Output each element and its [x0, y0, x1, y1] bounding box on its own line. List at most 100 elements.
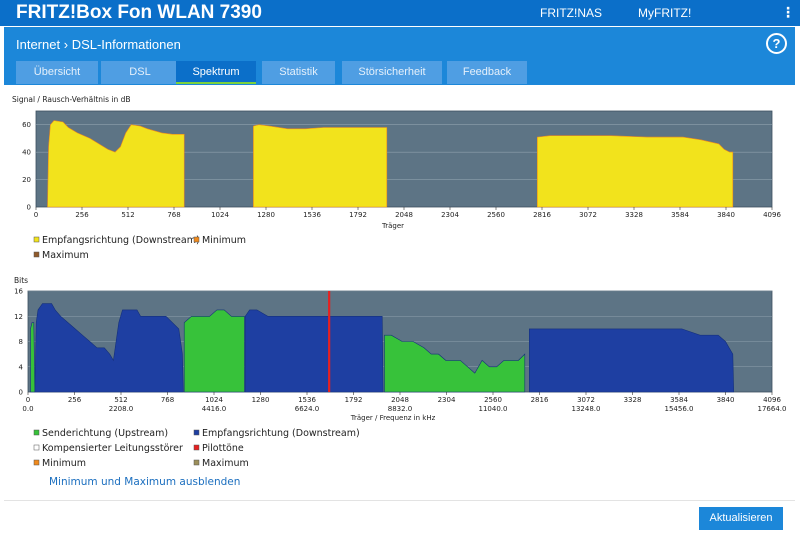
chart-0-x-tick-label: 3584: [671, 211, 689, 219]
chart-1-x-tick-label: 1280: [252, 396, 270, 404]
legend-0-swatch: [33, 251, 40, 258]
chart-0-x-tick-label: 1536: [303, 211, 321, 219]
legend-1-swatch: [33, 459, 40, 466]
chart-1-x-tick-label: 768: [161, 396, 174, 404]
chart-1-x-tick-label: 512: [114, 396, 127, 404]
chart-1-frequency-label: 13248.0: [572, 405, 601, 413]
chart-1-x-tick-label: 3584: [670, 396, 688, 404]
legend-1-swatch: [33, 429, 40, 436]
legend-1-swatch: [193, 459, 200, 466]
breadcrumb: Internet › DSL-Informationen: [16, 37, 181, 52]
tab-spektrum[interactable]: Spektrum: [176, 61, 256, 84]
chart-1-x-tick-label: 1536: [298, 396, 316, 404]
chart-1-frequency-label: 15456.0: [665, 405, 694, 413]
chart-0-x-tick-label: 3840: [717, 211, 735, 219]
chart-1-frequency-label: 11040.0: [479, 405, 508, 413]
chart-1-y-tick-label: 0: [19, 389, 23, 397]
chart-0-y-tick-label: 60: [22, 121, 31, 129]
chart-1-x-tick-label: 0: [26, 396, 30, 404]
legend-0-swatch: [193, 236, 200, 243]
snr-chart: 0 20 40 60 0 256 512 768 1024 1280 1536 1792 2048 230…: [22, 110, 781, 219]
chart-0-x-tick-label: 1792: [349, 211, 367, 219]
bits-chart: 0 4 8 12 16 0 256 512 768 1024 1280 1536 1792 2048 230…: [14, 288, 786, 414]
chart-1-y-tick-label: 8: [19, 338, 23, 346]
chart-0-series-0-area: [253, 124, 388, 208]
legend-1-label: Pilottöne: [202, 443, 244, 454]
legend-0-label: Empfangsrichtung (Downstream): [42, 235, 200, 246]
chart-1-series-0-area: [183, 309, 245, 393]
chart-0-x-tick-label: 256: [75, 211, 89, 219]
chart-1-series-1-area: [528, 328, 735, 393]
chart-0-x-tick-label: 1280: [257, 211, 275, 219]
chart-0-x-tick-label: 4096: [763, 211, 781, 219]
legend-1-swatch: [193, 444, 200, 451]
chart-1-y-tick-label: 16: [14, 288, 23, 296]
chart-1-y-tick-label: 12: [14, 313, 23, 321]
refresh-button[interactable]: Aktualisieren: [699, 507, 783, 530]
chart-1-frequency-label: 8832.0: [388, 405, 413, 413]
chart-0-x-tick-label: 2560: [487, 211, 505, 219]
chart-1-x-tick-label: 2816: [531, 396, 549, 404]
help-icon[interactable]: ?: [766, 33, 787, 54]
bits-legend: Senderichtung (Upstream) Empfangsrichtung…: [33, 428, 360, 469]
chart-1-frequency-label: 6624.0: [295, 405, 320, 413]
chart-0-x-tick-label: 3072: [579, 211, 597, 219]
chart-0-x-tick-label: 0: [34, 211, 38, 219]
snr-legend: Empfangsrichtung (Downstream) Minimum Maxi…: [33, 235, 246, 261]
myfritz-link[interactable]: MyFRITZ!: [638, 6, 692, 20]
chevron-right-icon: ›: [63, 37, 69, 52]
bits-x-axis-label: Träger / Frequenz in kHz: [350, 414, 436, 422]
tab-feedback[interactable]: Feedback: [447, 61, 527, 84]
chart-0-y-tick-label: 40: [22, 149, 31, 157]
chart-1-series-0-area: [30, 322, 36, 393]
chart-0-x-tick-label: 768: [167, 211, 180, 219]
chart-1-x-tick-label: 3328: [624, 396, 642, 404]
chart-1-series-1-area: [34, 303, 184, 393]
legend-1-label: Kompensierter Leitungsstörer: [42, 443, 183, 454]
legend-0-swatch: [33, 236, 40, 243]
tab-stoersicherheit[interactable]: Störsicherheit: [342, 61, 442, 84]
chart-1-x-tick-label: 3072: [577, 396, 595, 404]
chart-1-x-tick-label: 256: [68, 396, 82, 404]
chart-0-series-0-area: [536, 135, 734, 208]
chart-0-x-tick-label: 1024: [211, 211, 229, 219]
chart-0-y-tick-label: 0: [27, 204, 31, 212]
chart-0-x-tick-label: 3328: [625, 211, 643, 219]
legend-1-swatch: [193, 429, 200, 436]
legend-1-label: Minimum: [42, 458, 86, 469]
chart-1-series-1-area: [244, 309, 384, 393]
tab-uebersicht[interactable]: Übersicht: [16, 61, 98, 84]
spectrum-charts: Signal / Rausch-Verhältnis in dB 0204060…: [12, 95, 786, 488]
snr-x-axis-label: Träger: [381, 222, 404, 230]
tab-dsl[interactable]: DSL: [101, 61, 179, 84]
breadcrumb-section[interactable]: Internet: [16, 37, 61, 52]
chart-0-x-tick-label: 2816: [533, 211, 551, 219]
chart-1-x-tick-label: 2048: [391, 396, 409, 404]
chart-1-x-tick-label: 3840: [717, 396, 735, 404]
legend-0-label: Minimum: [202, 235, 246, 246]
chart-0-x-tick-label: 2304: [441, 211, 459, 219]
chart-1-series-0-area: [384, 334, 526, 393]
product-title: FRITZ!Box Fon WLAN 7390: [16, 2, 262, 23]
chart-1-x-tick-label: 1792: [345, 396, 363, 404]
tab-statistik[interactable]: Statistik: [262, 61, 335, 84]
chart-1-x-tick-label: 4096: [763, 396, 781, 404]
legend-1-swatch: [33, 444, 40, 451]
chart-0-x-tick-label: 2048: [395, 211, 413, 219]
menu-icon[interactable]: ⋮: [781, 5, 795, 21]
legend-0-label: Maximum: [42, 250, 89, 261]
chart-0-y-tick-label: 20: [22, 176, 31, 184]
chart-1-y-tick-label: 4: [19, 363, 24, 371]
chart-0-x-tick-label: 512: [121, 211, 134, 219]
legend-1-label: Maximum: [202, 458, 249, 469]
bits-chart-title: Bits: [14, 276, 28, 285]
snr-chart-title: Signal / Rausch-Verhältnis in dB: [12, 95, 131, 104]
legend-1-label: Senderichtung (Upstream): [42, 428, 168, 439]
breadcrumb-page: DSL-Informationen: [71, 37, 181, 52]
fritz-nas-link[interactable]: FRITZ!NAS: [540, 6, 602, 20]
chart-1-frequency-label: 2208.0: [109, 405, 134, 413]
chart-0-series-0-area: [47, 120, 185, 208]
top-header: FRITZ!Box Fon WLAN 7390 FRITZ!NAS MyFRIT…: [0, 0, 800, 26]
chart-1-x-tick-label: 2304: [438, 396, 456, 404]
hide-min-max-link[interactable]: Minimum und Maximum ausblenden: [49, 476, 240, 488]
